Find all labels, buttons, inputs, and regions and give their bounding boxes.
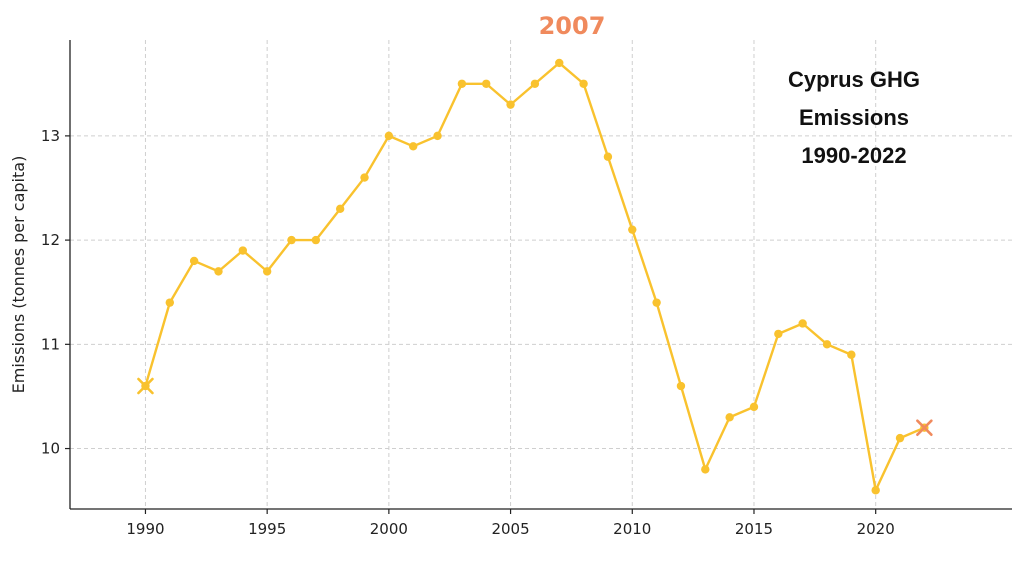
x-tick-label: 2000	[370, 520, 408, 538]
annotation-line: Cyprus GHG	[788, 67, 920, 92]
data-point	[311, 235, 321, 245]
x-tick-label: 1990	[126, 520, 164, 538]
data-point	[822, 340, 832, 349]
x-axis-ticks: 1990 1995 2000 2005 2010 2015 2020	[126, 509, 895, 538]
endpoint-markers	[137, 377, 933, 437]
data-point	[774, 329, 783, 339]
annotation-line: Emissions	[799, 105, 909, 130]
x-tick-label: 2005	[491, 520, 529, 538]
data-point	[335, 204, 345, 214]
y-axis-title: Emissions (tonnes per capita)	[9, 156, 28, 394]
data-point	[530, 79, 540, 88]
data-point	[360, 173, 369, 182]
data-point	[628, 225, 637, 234]
x-tick-label: 1995	[248, 520, 286, 538]
y-tick-label: 12	[41, 231, 60, 249]
data-point	[287, 235, 296, 245]
y-axis-ticks: 10 11 12 13	[41, 127, 70, 458]
data-point	[214, 267, 223, 276]
data-point	[482, 79, 491, 88]
chart-annotation: Cyprus GHG Emissions 1990-2022	[788, 67, 920, 168]
y-tick-label: 13	[41, 127, 60, 145]
data-point	[652, 298, 661, 307]
x-tick-label: 2010	[613, 520, 651, 538]
data-point	[749, 402, 759, 412]
data-point	[603, 152, 613, 161]
data-point	[384, 131, 394, 141]
axes	[69, 40, 1012, 510]
data-point	[676, 381, 686, 391]
y-tick-label: 10	[41, 440, 60, 458]
highlight-year-label: 2007	[539, 12, 606, 40]
x-tick-label: 2020	[857, 520, 895, 538]
data-point	[579, 79, 588, 88]
x-tick-label: 2015	[735, 520, 773, 538]
data-point	[895, 433, 905, 443]
end-marker	[916, 419, 933, 437]
data-point	[262, 267, 272, 276]
data-point	[555, 58, 564, 68]
data-point	[847, 350, 856, 359]
data-point	[409, 142, 418, 151]
data-point	[165, 298, 174, 307]
data-point	[506, 100, 515, 109]
y-tick-label: 11	[41, 335, 60, 353]
data-point	[433, 131, 442, 141]
data-point	[189, 256, 199, 266]
data-point	[798, 319, 807, 328]
start-marker	[137, 377, 154, 395]
data-point	[238, 246, 248, 255]
data-point	[871, 486, 880, 495]
data-point	[701, 465, 710, 474]
annotation-line: 1990-2022	[801, 143, 906, 168]
data-point	[725, 413, 734, 422]
data-point	[457, 79, 467, 88]
